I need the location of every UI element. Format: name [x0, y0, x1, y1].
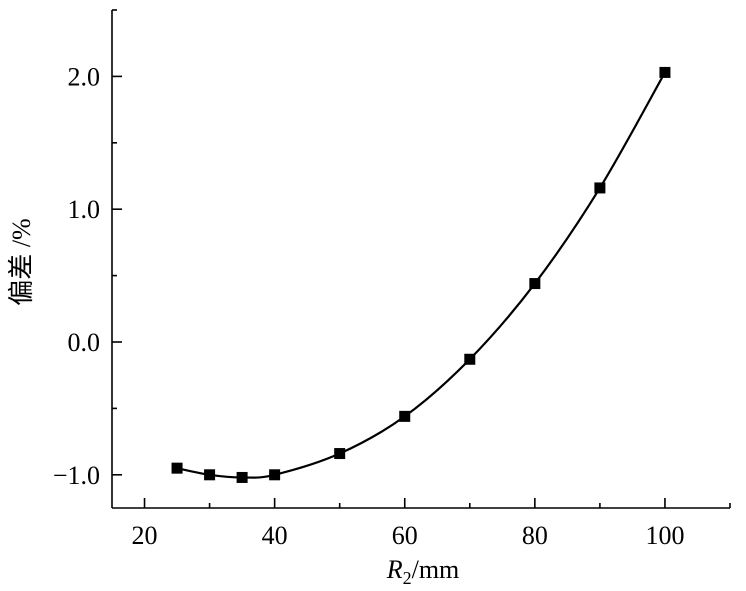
y-tick-label: 2.0: [68, 62, 101, 91]
data-point: [399, 410, 411, 422]
tick-labels: 20 40 60 80 100 −1.0 0.0 1.0 2.0: [53, 62, 685, 550]
data-point: [529, 278, 541, 290]
data-point: [269, 469, 281, 481]
x-axis-label-sub: 2: [403, 568, 412, 588]
data-point: [594, 182, 606, 194]
data-point: [236, 471, 248, 483]
data-point: [171, 462, 183, 474]
ticks: [112, 9, 731, 508]
y-tick-label: 1.0: [68, 195, 101, 224]
x-tick-label: 100: [645, 521, 684, 550]
fit-curve: [176, 71, 666, 479]
data-point: [659, 66, 671, 78]
x-tick-label: 40: [262, 521, 288, 550]
x-tick-label: 20: [132, 521, 158, 550]
y-tick-label: −1.0: [53, 461, 100, 490]
y-tick-label: 0.0: [68, 328, 101, 357]
data-point: [464, 353, 476, 365]
y-axis-label: 偏差 /%: [7, 218, 36, 305]
axes: [111, 10, 730, 509]
data-markers: [171, 66, 671, 483]
x-axis-label-unit: /mm: [412, 555, 460, 584]
data-point: [334, 448, 346, 460]
x-tick-label: 60: [392, 521, 418, 550]
x-tick-label: 80: [522, 521, 548, 550]
x-axis-label-main: R: [386, 555, 403, 584]
x-axis-label: R2/mm: [386, 555, 460, 588]
data-point: [204, 469, 216, 481]
